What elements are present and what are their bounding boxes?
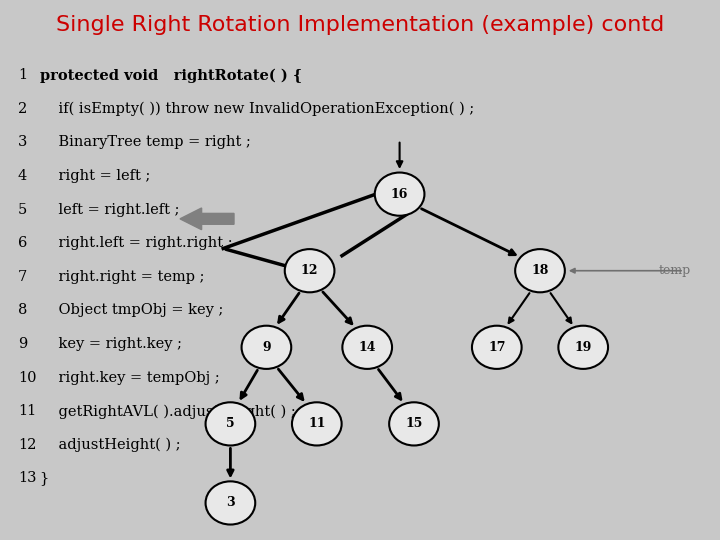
Text: BinaryTree temp = right ;: BinaryTree temp = right ; [40, 136, 251, 150]
Text: 11: 11 [18, 404, 36, 418]
Text: 15: 15 [405, 417, 423, 430]
Text: Single Right Rotation Implementation (example) contd: Single Right Rotation Implementation (ex… [56, 15, 664, 35]
Text: 2: 2 [18, 102, 27, 116]
Ellipse shape [472, 326, 521, 369]
Text: 9: 9 [18, 337, 27, 351]
Text: 12: 12 [301, 264, 318, 277]
Ellipse shape [292, 402, 341, 446]
Ellipse shape [343, 326, 392, 369]
Text: 9: 9 [262, 341, 271, 354]
Text: 3: 3 [226, 496, 235, 509]
Text: 16: 16 [391, 187, 408, 201]
Text: 3: 3 [18, 136, 27, 150]
Text: getRightAVL( ).adjustHeight( ) ;: getRightAVL( ).adjustHeight( ) ; [40, 404, 295, 418]
Ellipse shape [206, 481, 256, 524]
Text: 1: 1 [18, 68, 27, 82]
Text: 8: 8 [18, 303, 27, 318]
Text: right = left ;: right = left ; [40, 169, 150, 183]
Text: 17: 17 [488, 341, 505, 354]
Text: if( isEmpty( )) throw new InvalidOperationException( ) ;: if( isEmpty( )) throw new InvalidOperati… [40, 102, 474, 116]
Ellipse shape [559, 326, 608, 369]
Text: 14: 14 [359, 341, 376, 354]
Text: 12: 12 [18, 438, 37, 452]
Ellipse shape [389, 402, 438, 446]
Ellipse shape [375, 173, 425, 215]
Text: right.right = temp ;: right.right = temp ; [40, 269, 204, 284]
Text: left = right.left ;: left = right.left ; [40, 202, 179, 217]
Text: 11: 11 [308, 417, 325, 430]
Text: right.left = right.right ;: right.left = right.right ; [40, 236, 233, 250]
Text: temp: temp [659, 264, 691, 277]
Ellipse shape [285, 249, 334, 292]
Text: }: } [40, 471, 49, 485]
FancyArrow shape [180, 208, 234, 230]
Text: key = right.key ;: key = right.key ; [40, 337, 181, 351]
Text: 6: 6 [18, 236, 27, 250]
Text: 10: 10 [18, 370, 37, 384]
Text: right.key = tempObj ;: right.key = tempObj ; [40, 370, 220, 384]
Text: 19: 19 [575, 341, 592, 354]
Text: Object tmpObj = key ;: Object tmpObj = key ; [40, 303, 223, 318]
Text: protected void   rightRotate( ) {: protected void rightRotate( ) { [40, 68, 302, 83]
Text: 13: 13 [18, 471, 37, 485]
Text: 5: 5 [226, 417, 235, 430]
Text: 7: 7 [18, 269, 27, 284]
Text: 5: 5 [18, 202, 27, 217]
Ellipse shape [206, 402, 256, 446]
Text: 18: 18 [531, 264, 549, 277]
Text: adjustHeight( ) ;: adjustHeight( ) ; [40, 438, 180, 452]
Ellipse shape [516, 249, 565, 292]
Text: 4: 4 [18, 169, 27, 183]
Ellipse shape [241, 326, 291, 369]
